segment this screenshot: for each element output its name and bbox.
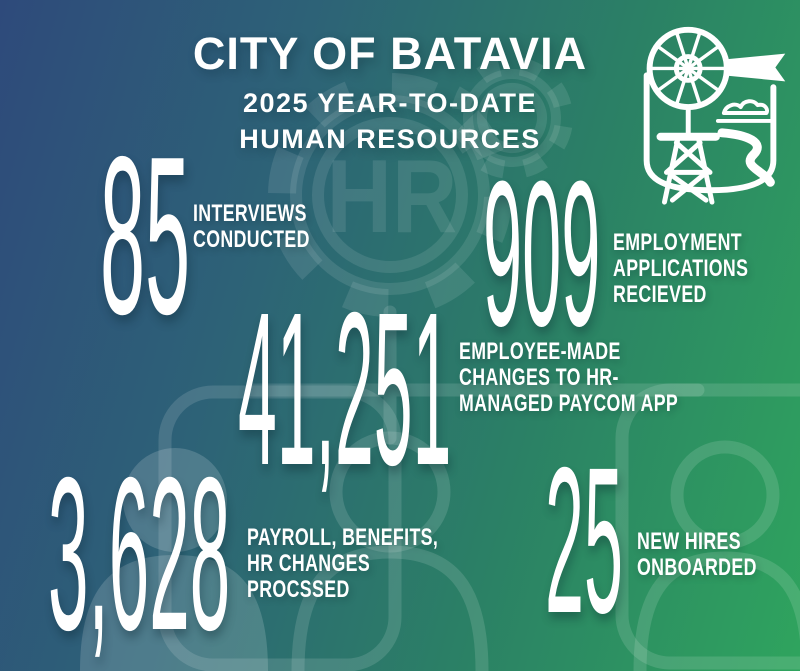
stat-label-line: CHANGES TO HR- (459, 364, 619, 391)
subtitle-year: 2025 YEAR-TO-DATE (242, 88, 538, 118)
stat-label-line: EMPLOYMENT (613, 229, 743, 256)
stat-label-line: RECIEVED (613, 281, 707, 308)
batavia-windmill-logo (643, 26, 786, 205)
stat-label-new-hires: NEW HIRES ONBOARDED (637, 529, 757, 581)
stat-label-line: NEW HIRES (637, 528, 741, 555)
stat-label-interviews: INTERVIEWS CONDUCTED (193, 201, 310, 253)
stat-value-paycom-changes: 41,251 (238, 268, 452, 511)
stat-value-payroll-changes: 3,628 (48, 433, 231, 671)
left-card-outline (158, 385, 402, 671)
stat-value-interviews: 85 (100, 109, 191, 361)
stat-label-line: INTERVIEWS (193, 200, 307, 227)
stat-label-line: EMPLOYEE-MADE (459, 338, 621, 365)
stat-label-line: CONDUCTED (193, 226, 310, 253)
stat-label-line: APPLICATIONS (613, 255, 749, 282)
small-gear-watermark (451, 57, 573, 179)
gear-hr-text: HR (327, 138, 458, 254)
flag-banner (723, 53, 786, 82)
river (717, 128, 775, 187)
center-person-outline (291, 431, 489, 671)
cloud-icon (721, 99, 769, 115)
stat-label-line: MANAGED PAYCOM APP (459, 390, 679, 417)
stat-label-line: HR CHANGES (247, 550, 371, 577)
stat-label-paycom-changes: EMPLOYEE-MADE CHANGES TO HR- MANAGED PAY… (459, 339, 678, 417)
stat-label-payroll-changes: PAYROLL, BENEFITS, HR CHANGES PROCSSED (247, 525, 438, 603)
left-person-filled (80, 448, 268, 671)
windmill-wheel (646, 26, 730, 111)
page-title: CITY OF BATAVIA (192, 28, 588, 79)
subtitle-department: HUMAN RESOURCES (239, 124, 541, 154)
right-person-outline (633, 440, 800, 671)
gear-hr-watermark: HR (268, 57, 573, 317)
right-card-outline (615, 383, 800, 670)
stat-label-line: PROCSSED (247, 576, 350, 603)
stat-label-line: ONBOARDED (637, 554, 757, 581)
stat-label-line: PAYROLL, BENEFITS, (247, 524, 439, 551)
stat-label-applications: EMPLOYMENT APPLICATIONS RECIEVED (613, 230, 748, 308)
org-chart-watermark (80, 305, 800, 671)
stat-value-new-hires: 25 (545, 425, 623, 657)
connector-lines (245, 305, 705, 445)
stat-value-applications: 909 (483, 138, 601, 369)
windmill-tower (656, 104, 720, 205)
